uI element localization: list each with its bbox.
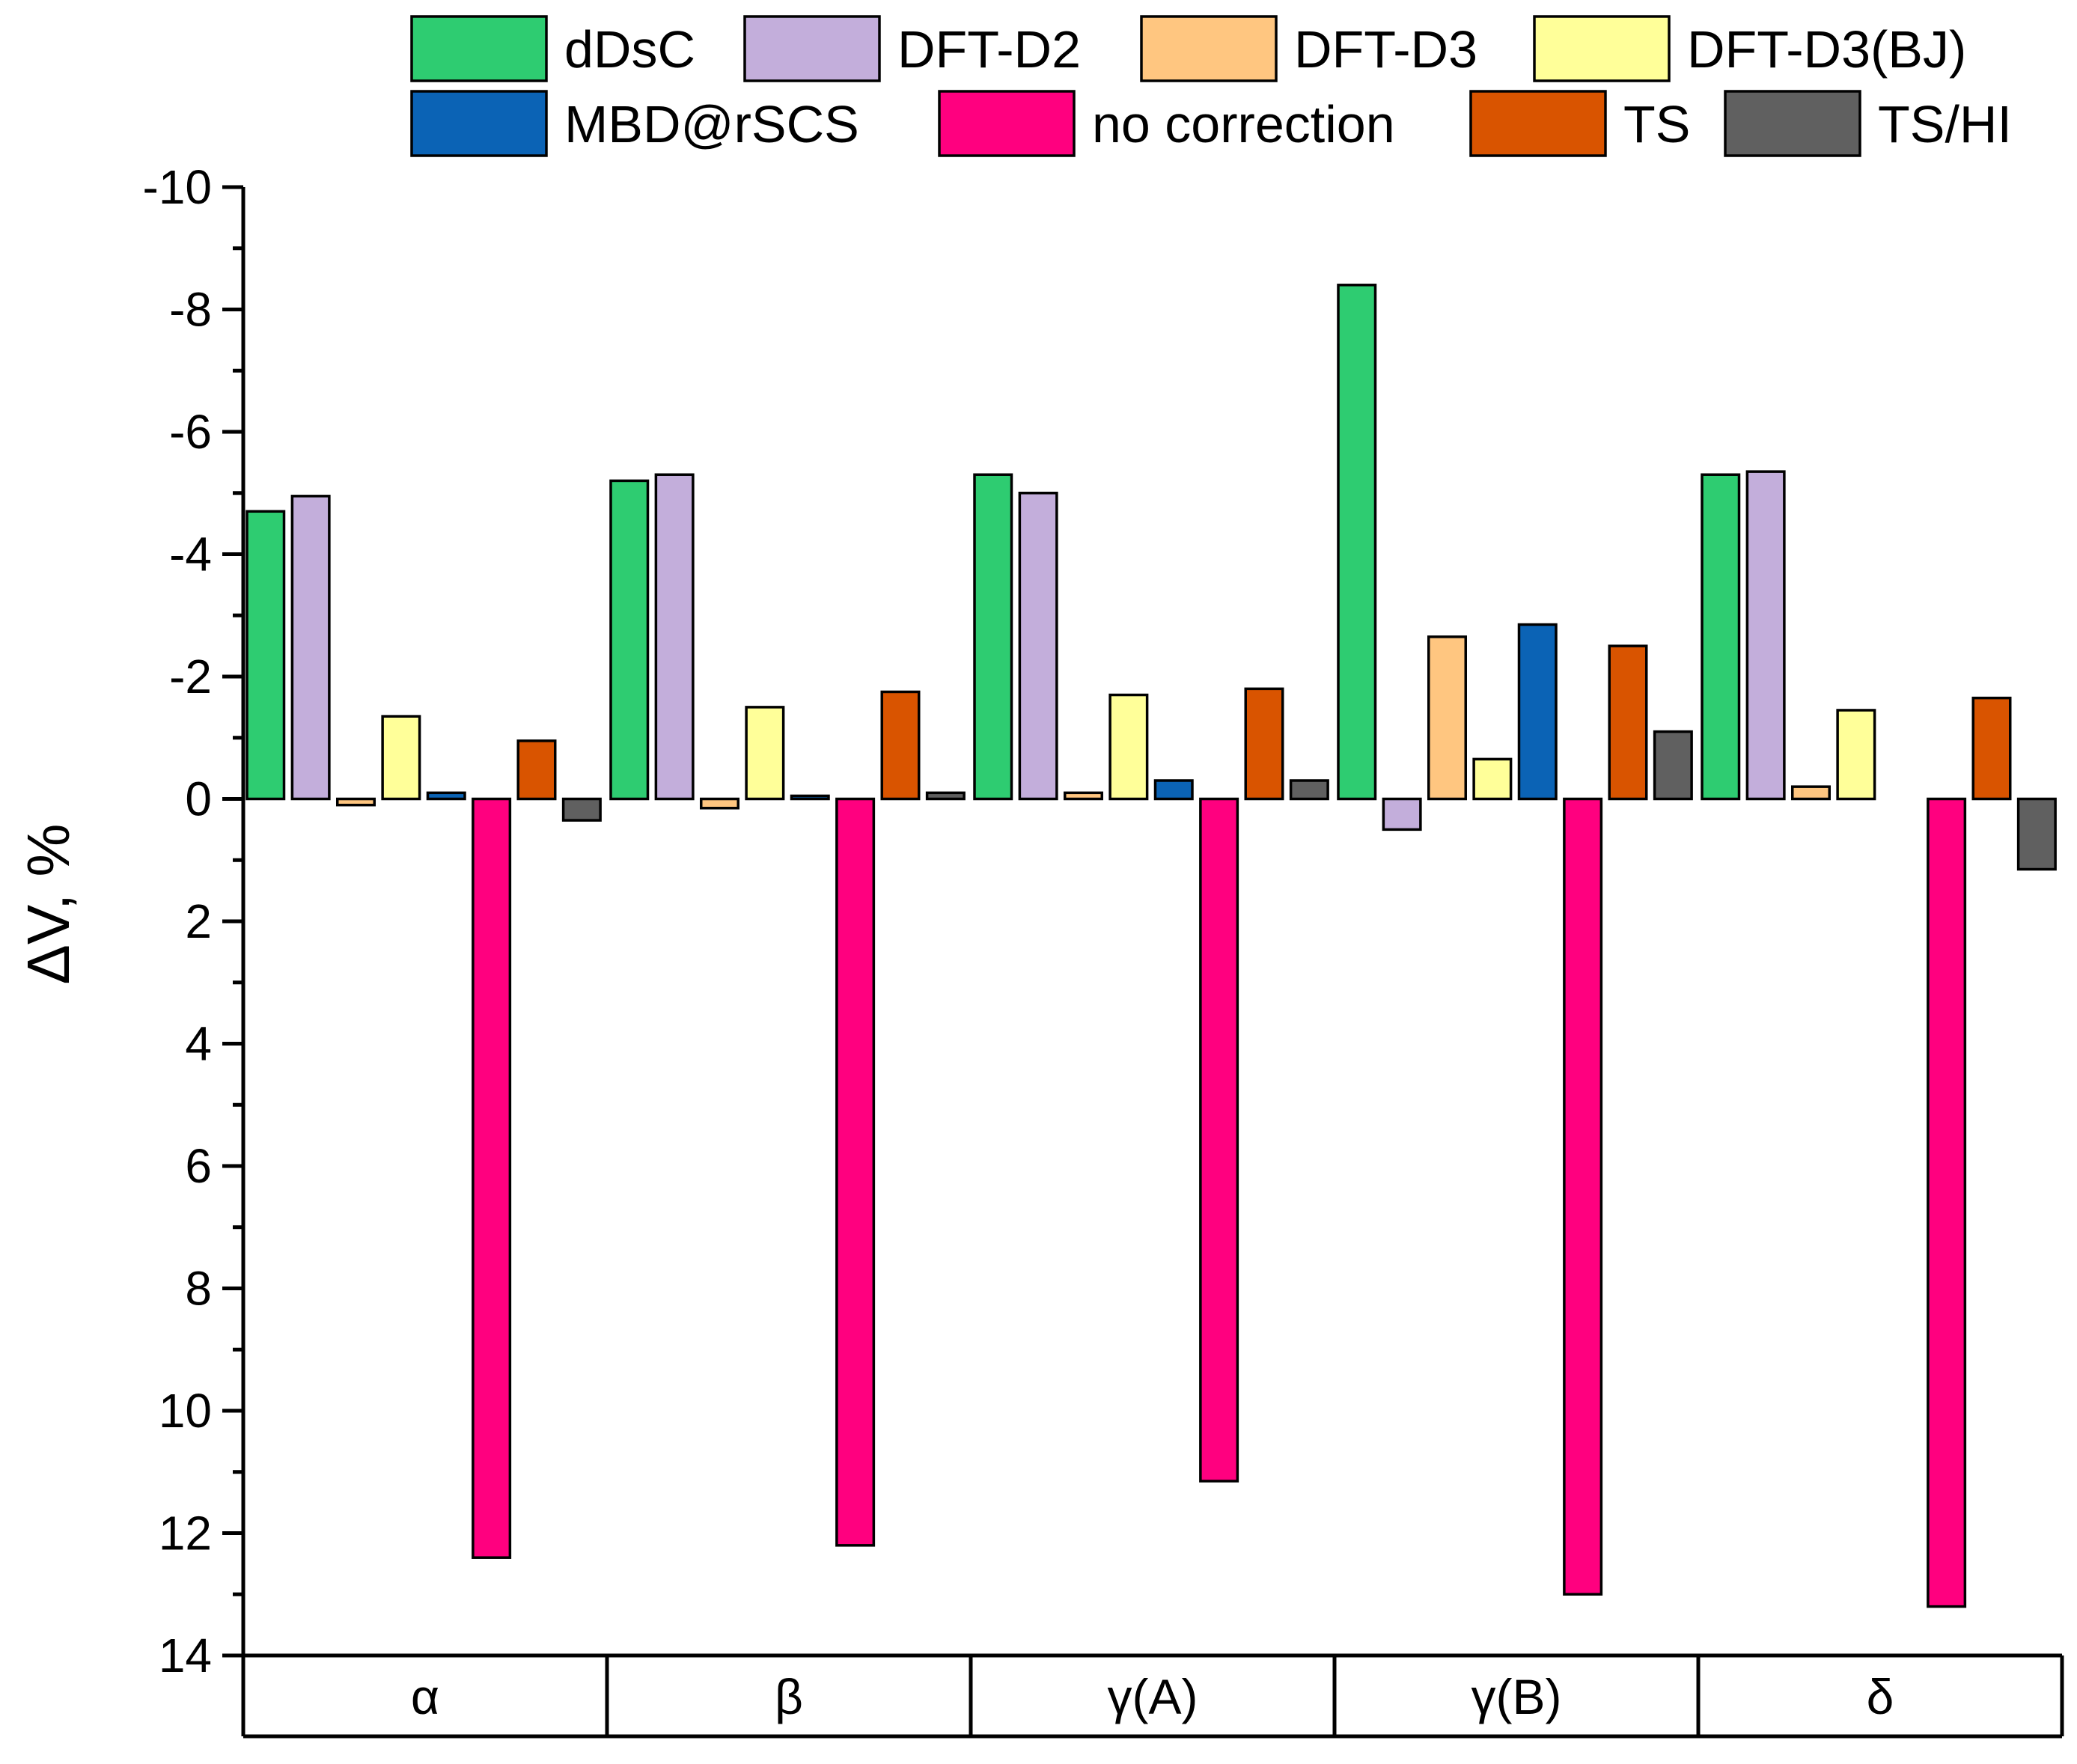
x-category-label: δ [1867, 1669, 1894, 1724]
x-category-label: γ(A) [1108, 1669, 1198, 1724]
y-tick-label: 4 [185, 1017, 212, 1071]
legend-label: DFT-D3(BJ) [1687, 20, 1966, 79]
bar [1153, 779, 1194, 801]
bar [1927, 797, 1967, 1608]
bar [381, 715, 421, 801]
bar [1653, 730, 1693, 801]
bar [1063, 791, 1104, 801]
bar [1289, 779, 1329, 801]
bar [1244, 687, 1284, 801]
bar [1608, 644, 1648, 801]
bar [880, 690, 921, 801]
legend-swatch [743, 15, 881, 82]
bar [1427, 635, 1468, 801]
x-axis: α β γ(A) γ(B) δ [243, 1653, 2064, 1739]
x-category-label: γ(B) [1471, 1669, 1562, 1724]
y-axis: -10 -8 -6 -4 -2 0 2 4 6 8 10 12 14 [143, 160, 245, 1736]
bar [1701, 473, 1741, 801]
y-tick-label: -6 [169, 405, 212, 459]
bar [699, 797, 740, 810]
bar [654, 473, 695, 801]
bar [1745, 470, 1786, 801]
bars [245, 284, 2057, 1608]
legend-swatch [410, 90, 548, 157]
y-tick-label: -8 [169, 283, 212, 337]
bar [973, 473, 1013, 801]
y-tick-label: 12 [159, 1507, 212, 1560]
legend-label: TS [1623, 95, 1690, 153]
y-tick-label: 10 [159, 1384, 212, 1438]
y-tick-label: -10 [143, 160, 213, 214]
bar [561, 797, 602, 822]
bar [1836, 709, 1876, 801]
bar [335, 797, 376, 807]
legend-label: TS/HI [1878, 95, 2012, 153]
bar [745, 706, 785, 801]
y-tick-label: -2 [169, 650, 212, 704]
y-tick-label: -4 [169, 528, 212, 582]
bar [790, 794, 830, 801]
bar [1382, 797, 1422, 831]
legend-label: no correction [1092, 95, 1395, 153]
bar [1018, 492, 1058, 801]
bar [1790, 785, 1832, 801]
bar [1337, 284, 1377, 801]
y-tick-label: 6 [185, 1139, 212, 1193]
legend-swatch [1724, 90, 1861, 157]
bar [1108, 693, 1149, 801]
bar [835, 797, 876, 1547]
bar [1563, 797, 1603, 1596]
legend-label: MBD@rSCS [564, 95, 859, 153]
bar [290, 495, 331, 801]
y-tick-label: 14 [159, 1629, 212, 1682]
bar [1517, 623, 1558, 801]
bar [516, 739, 557, 801]
bar [1971, 696, 2012, 801]
bar [1199, 797, 1239, 1483]
x-category-label: α [411, 1669, 439, 1724]
legend-label: dDsC [564, 20, 695, 79]
legend-swatch [1533, 15, 1671, 82]
y-tick-label: 0 [185, 772, 212, 826]
bar [1472, 757, 1513, 801]
bar [925, 791, 966, 801]
bar [609, 479, 650, 801]
legend: dDsC DFT-D2 DFT-D3 DFT-D3(BJ) MBD@rSCS no cor… [410, 15, 2012, 157]
bar [426, 791, 466, 801]
legend-label: DFT-D2 [897, 20, 1081, 79]
y-tick-label: 2 [185, 894, 212, 948]
y-axis-label: ΔV, % [15, 823, 82, 984]
legend-label: DFT-D3 [1294, 20, 1477, 79]
x-category-label: β [775, 1669, 803, 1724]
bar [472, 797, 512, 1559]
bar [2016, 797, 2057, 871]
y-tick-label: 8 [185, 1262, 212, 1316]
legend-swatch [1140, 15, 1278, 82]
legend-swatch [410, 15, 548, 82]
legend-swatch [1469, 90, 1607, 157]
bar [245, 510, 286, 801]
legend-swatch [938, 90, 1076, 157]
